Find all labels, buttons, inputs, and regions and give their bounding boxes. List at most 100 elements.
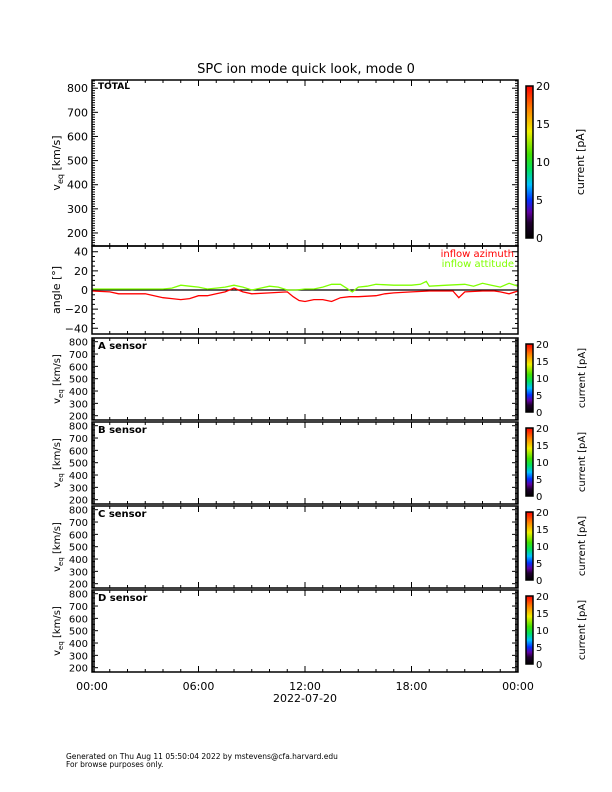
y-tick-label: 400 bbox=[69, 639, 88, 650]
colorbar-label: current [pA] bbox=[577, 600, 588, 660]
panel-frame bbox=[91, 505, 519, 589]
colorbar-tick-label: 0 bbox=[536, 576, 542, 587]
y-tick-label: −40 bbox=[65, 322, 88, 335]
colorbar-tick-label: 0 bbox=[536, 492, 542, 503]
colorbar-tick-label: 10 bbox=[536, 374, 549, 385]
y-tick-label: 20 bbox=[74, 265, 88, 278]
y-tick-label: 0 bbox=[81, 284, 88, 297]
y-tick-label: 700 bbox=[69, 434, 88, 445]
x-tick-label: 12:00 bbox=[289, 680, 321, 693]
colorbar-tick-label: 5 bbox=[536, 559, 542, 570]
colorbar-label: current [pA] bbox=[574, 129, 587, 195]
y-tick-label: 500 bbox=[69, 459, 88, 470]
colorbar bbox=[525, 343, 534, 413]
y-tick-label: 400 bbox=[69, 555, 88, 566]
y-tick-label: 600 bbox=[67, 130, 88, 143]
y-axis-label: veq [km/s] bbox=[52, 522, 65, 572]
colorbar-tick-label: 20 bbox=[536, 592, 549, 603]
y-tick-label: 500 bbox=[69, 375, 88, 386]
y-tick-label: 300 bbox=[69, 567, 88, 578]
y-tick-label: 200 bbox=[69, 496, 88, 507]
y-tick-label: 600 bbox=[69, 530, 88, 541]
y-tick-label: 800 bbox=[69, 422, 88, 433]
y-tick-label: 300 bbox=[69, 651, 88, 662]
y-tick-label: 700 bbox=[69, 350, 88, 361]
y-tick-label: 500 bbox=[69, 627, 88, 638]
y-tick-label: 600 bbox=[69, 446, 88, 457]
y-tick-label: 300 bbox=[69, 399, 88, 410]
footer-generated: Generated on Thu Aug 11 05:50:04 2022 by… bbox=[66, 752, 338, 761]
y-tick-label: 800 bbox=[69, 338, 88, 349]
series-line-inflow-attitude bbox=[92, 280, 519, 293]
y-tick-label: 200 bbox=[69, 580, 88, 591]
panel-frame bbox=[91, 589, 519, 673]
y-tick-label: 600 bbox=[69, 362, 88, 373]
colorbar-label: current [pA] bbox=[577, 516, 588, 576]
y-tick-label: 400 bbox=[69, 471, 88, 482]
colorbar-tick-label: 5 bbox=[536, 643, 542, 654]
colorbar-tick-label: 10 bbox=[536, 458, 549, 469]
colorbar bbox=[525, 427, 534, 497]
panel-frame bbox=[91, 79, 519, 247]
y-tick-label: 500 bbox=[69, 543, 88, 554]
x-tick-label: 00:00 bbox=[76, 680, 108, 693]
colorbar-tick-label: 0 bbox=[536, 408, 542, 419]
colorbar-tick-label: 20 bbox=[536, 508, 549, 519]
y-axis-label: veq [km/s] bbox=[52, 438, 65, 488]
x-tick-label: 18:00 bbox=[396, 680, 428, 693]
y-axis-label: veq [km/s] bbox=[50, 135, 65, 190]
x-axis-date: 2022-07-20 bbox=[273, 692, 337, 705]
y-tick-label: 200 bbox=[69, 412, 88, 423]
panel-label: C sensor bbox=[98, 509, 146, 520]
legend-entry: inflow azimuth bbox=[441, 249, 514, 260]
colorbar-tick-label: 20 bbox=[536, 80, 550, 93]
series-line-inflow-azimuth bbox=[91, 287, 519, 303]
y-tick-label: 300 bbox=[67, 203, 88, 216]
chart-title: SPC ion mode quick look, mode 0 bbox=[197, 62, 415, 77]
colorbar-tick-label: 15 bbox=[536, 441, 549, 452]
panel-frame bbox=[91, 421, 519, 505]
colorbar-tick-label: 10 bbox=[536, 156, 550, 169]
colorbar-tick-label: 20 bbox=[536, 424, 549, 435]
y-tick-label: 600 bbox=[69, 614, 88, 625]
colorbar-tick-label: 0 bbox=[536, 660, 542, 671]
panel-label: D sensor bbox=[98, 593, 147, 604]
colorbar-tick-label: 10 bbox=[536, 626, 549, 637]
y-tick-label: 800 bbox=[69, 590, 88, 601]
colorbar-label: current [pA] bbox=[577, 348, 588, 408]
colorbar-tick-label: 15 bbox=[536, 357, 549, 368]
y-axis-label: veq [km/s] bbox=[52, 606, 65, 656]
y-tick-label: 400 bbox=[67, 179, 88, 192]
panel-label: B sensor bbox=[98, 425, 147, 436]
colorbar-tick-label: 5 bbox=[536, 194, 543, 207]
y-tick-label: 200 bbox=[69, 664, 88, 675]
x-tick-label: 00:00 bbox=[502, 680, 534, 693]
footer-note: For browse purposes only. bbox=[66, 760, 164, 769]
y-tick-label: 400 bbox=[69, 387, 88, 398]
panel-frame bbox=[91, 337, 519, 421]
y-tick-label: 40 bbox=[74, 246, 88, 259]
panel-label: A sensor bbox=[98, 341, 147, 352]
y-axis-label: veq [km/s] bbox=[52, 354, 65, 404]
y-tick-label: 800 bbox=[69, 506, 88, 517]
y-axis-label: angle [°] bbox=[50, 266, 63, 314]
colorbar-tick-label: 15 bbox=[536, 118, 550, 131]
colorbar-tick-label: 15 bbox=[536, 525, 549, 536]
colorbar-label: current [pA] bbox=[577, 432, 588, 492]
colorbar-tick-label: 5 bbox=[536, 391, 542, 402]
y-tick-label: 500 bbox=[67, 155, 88, 168]
colorbar bbox=[525, 595, 534, 665]
colorbar-tick-label: 0 bbox=[536, 232, 543, 245]
panel-label: TOTAL bbox=[98, 82, 130, 92]
colorbar bbox=[525, 511, 534, 581]
panel-frame bbox=[91, 245, 519, 335]
x-tick-label: 06:00 bbox=[183, 680, 215, 693]
colorbar-tick-label: 20 bbox=[536, 340, 549, 351]
legend-entry: inflow attitude bbox=[442, 259, 514, 270]
y-tick-label: 700 bbox=[67, 106, 88, 119]
colorbar-tick-label: 5 bbox=[536, 475, 542, 486]
y-tick-label: 700 bbox=[69, 602, 88, 613]
y-tick-label: 800 bbox=[67, 82, 88, 95]
